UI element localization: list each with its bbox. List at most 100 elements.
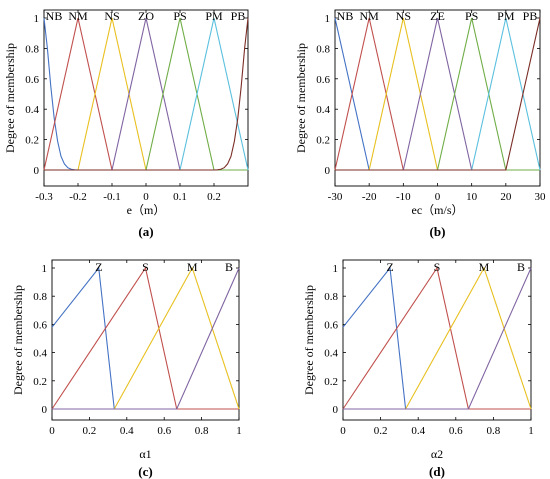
- term-label-z: Z: [386, 260, 393, 274]
- series-line-s: [51, 266, 239, 410]
- term-label-nm: NM: [68, 9, 88, 23]
- x-tick-label: 0.8: [195, 425, 209, 437]
- chart-panel-2: -30 -20 -10 0 10 20 30 0 0.2 0.4 0.6 0.8 1 NB NM NS ZE PS…: [294, 9, 546, 239]
- x-tick-label: -20: [362, 191, 377, 203]
- y-tick-label: 0.2: [324, 376, 338, 388]
- panel-caption: (b): [430, 224, 446, 239]
- y-tick-label: 0.8: [324, 291, 338, 303]
- term-label-pb: PB: [231, 9, 246, 23]
- term-label-nm: NM: [359, 9, 379, 23]
- plot-frame: [51, 259, 240, 421]
- series-line-z: [342, 266, 531, 410]
- y-tick-label: 0.6: [25, 74, 39, 86]
- y-tick-label: 0.8: [316, 43, 330, 55]
- x-tick-label: -0.1: [103, 191, 120, 203]
- series-line-m: [52, 266, 240, 410]
- y-tick-label: 0.6: [316, 74, 330, 86]
- term-label-pm: PM: [497, 9, 515, 23]
- series-line-ns: [335, 17, 540, 171]
- y-tick-label: 1: [34, 13, 40, 25]
- series-line-b: [52, 267, 240, 410]
- y-tick-label: 1: [325, 13, 331, 25]
- term-label-pm: PM: [205, 9, 223, 23]
- term-label-s: S: [142, 260, 149, 274]
- series-line-zo: [44, 17, 248, 171]
- x-tick-label: 0.2: [374, 425, 388, 437]
- term-label-pb: PB: [523, 9, 538, 23]
- term-label-zo: ZO: [138, 9, 154, 23]
- term-label-b: B: [517, 260, 525, 274]
- x-tick-label: 30: [535, 191, 547, 203]
- series-line-b: [343, 267, 532, 410]
- term-label-ns: NS: [396, 9, 411, 23]
- x-tick-label: 0.4: [411, 425, 425, 437]
- y-axis-label: Degree of membership: [3, 43, 17, 153]
- x-tick-label: 0.6: [157, 425, 171, 437]
- plot-frame: [342, 259, 532, 421]
- x-tick-label: 0.2: [83, 425, 97, 437]
- x-axis-label: α2: [431, 447, 443, 461]
- y-tick-label: 0: [333, 404, 339, 416]
- series-line-nb: [43, 17, 248, 171]
- y-axis-label: Degree of membership: [294, 43, 308, 153]
- y-tick-label: 0.2: [25, 135, 39, 147]
- x-tick-label: 0: [49, 425, 55, 437]
- series-line-pm: [44, 17, 249, 171]
- term-label-ps: PS: [465, 9, 478, 23]
- y-tick-label: 0: [325, 165, 331, 177]
- y-tick-label: 0.6: [324, 319, 338, 331]
- x-tick-label: 10: [466, 191, 478, 203]
- y-tick-label: 0.4: [324, 348, 338, 360]
- y-tick-label: 0.8: [25, 43, 39, 55]
- series-line-ns: [44, 17, 248, 171]
- y-tick-label: 0.2: [33, 376, 47, 388]
- y-tick-label: 0: [42, 404, 48, 416]
- term-label-nb: NB: [46, 9, 63, 23]
- term-label-nb: NB: [337, 9, 354, 23]
- y-tick-label: 0.2: [316, 135, 330, 147]
- x-tick-label: 0.6: [449, 425, 463, 437]
- x-tick-label: 0.1: [173, 191, 187, 203]
- y-axis-label: Degree of membership: [11, 285, 25, 395]
- x-tick-label: -10: [396, 191, 411, 203]
- series-line-nm: [334, 17, 540, 171]
- series-line-m: [343, 266, 532, 410]
- x-tick-label: -30: [328, 191, 343, 203]
- plot-frame: [334, 9, 541, 187]
- x-tick-label: 0: [340, 425, 346, 437]
- y-tick-label: 1: [42, 263, 48, 275]
- x-axis-label: e（m）: [127, 203, 166, 217]
- series-line-nm: [43, 17, 248, 171]
- x-axis-label: α1: [139, 447, 151, 461]
- term-label-b: B: [225, 260, 233, 274]
- series-line-s: [342, 266, 531, 410]
- term-label-m: M: [479, 260, 490, 274]
- term-label-ns: NS: [104, 9, 119, 23]
- series-line-z: [51, 266, 239, 410]
- y-tick-label: 0.4: [33, 348, 47, 360]
- x-tick-label: 0.2: [207, 191, 221, 203]
- x-tick-label: 0.4: [120, 425, 134, 437]
- series-line-nb: [334, 17, 540, 171]
- x-tick-label: -0.3: [35, 191, 53, 203]
- term-label-s: S: [434, 260, 441, 274]
- x-tick-label: 1: [528, 425, 534, 437]
- term-label-ps: PS: [173, 9, 186, 23]
- series-line-ze: [335, 17, 540, 171]
- term-label-m: M: [187, 260, 198, 274]
- x-axis-label: ec（m/s）: [412, 203, 464, 217]
- chart-panel-4: 0 0.2 0.4 0.6 0.8 1 0 0.2 0.4 0.6 0.8 1 Z S M Bα2 Degree…: [302, 259, 534, 479]
- y-axis-label: Degree of membership: [302, 285, 316, 395]
- plot-frame: [43, 9, 249, 187]
- chart-panel-1: -0.3 -0.2 -0.1 0 0.1 0.2 0 0.2 0.4 0.6 0.8 1 NB NM NS Z…: [3, 9, 249, 239]
- series-line-ps: [44, 17, 248, 171]
- x-tick-label: 0: [435, 191, 441, 203]
- series-line-pb: [44, 17, 249, 171]
- x-tick-label: 1: [236, 425, 242, 437]
- term-label-z: Z: [95, 260, 102, 274]
- series-line-ps: [335, 17, 540, 171]
- panel-caption: (d): [429, 464, 445, 479]
- y-tick-label: 0.8: [33, 291, 47, 303]
